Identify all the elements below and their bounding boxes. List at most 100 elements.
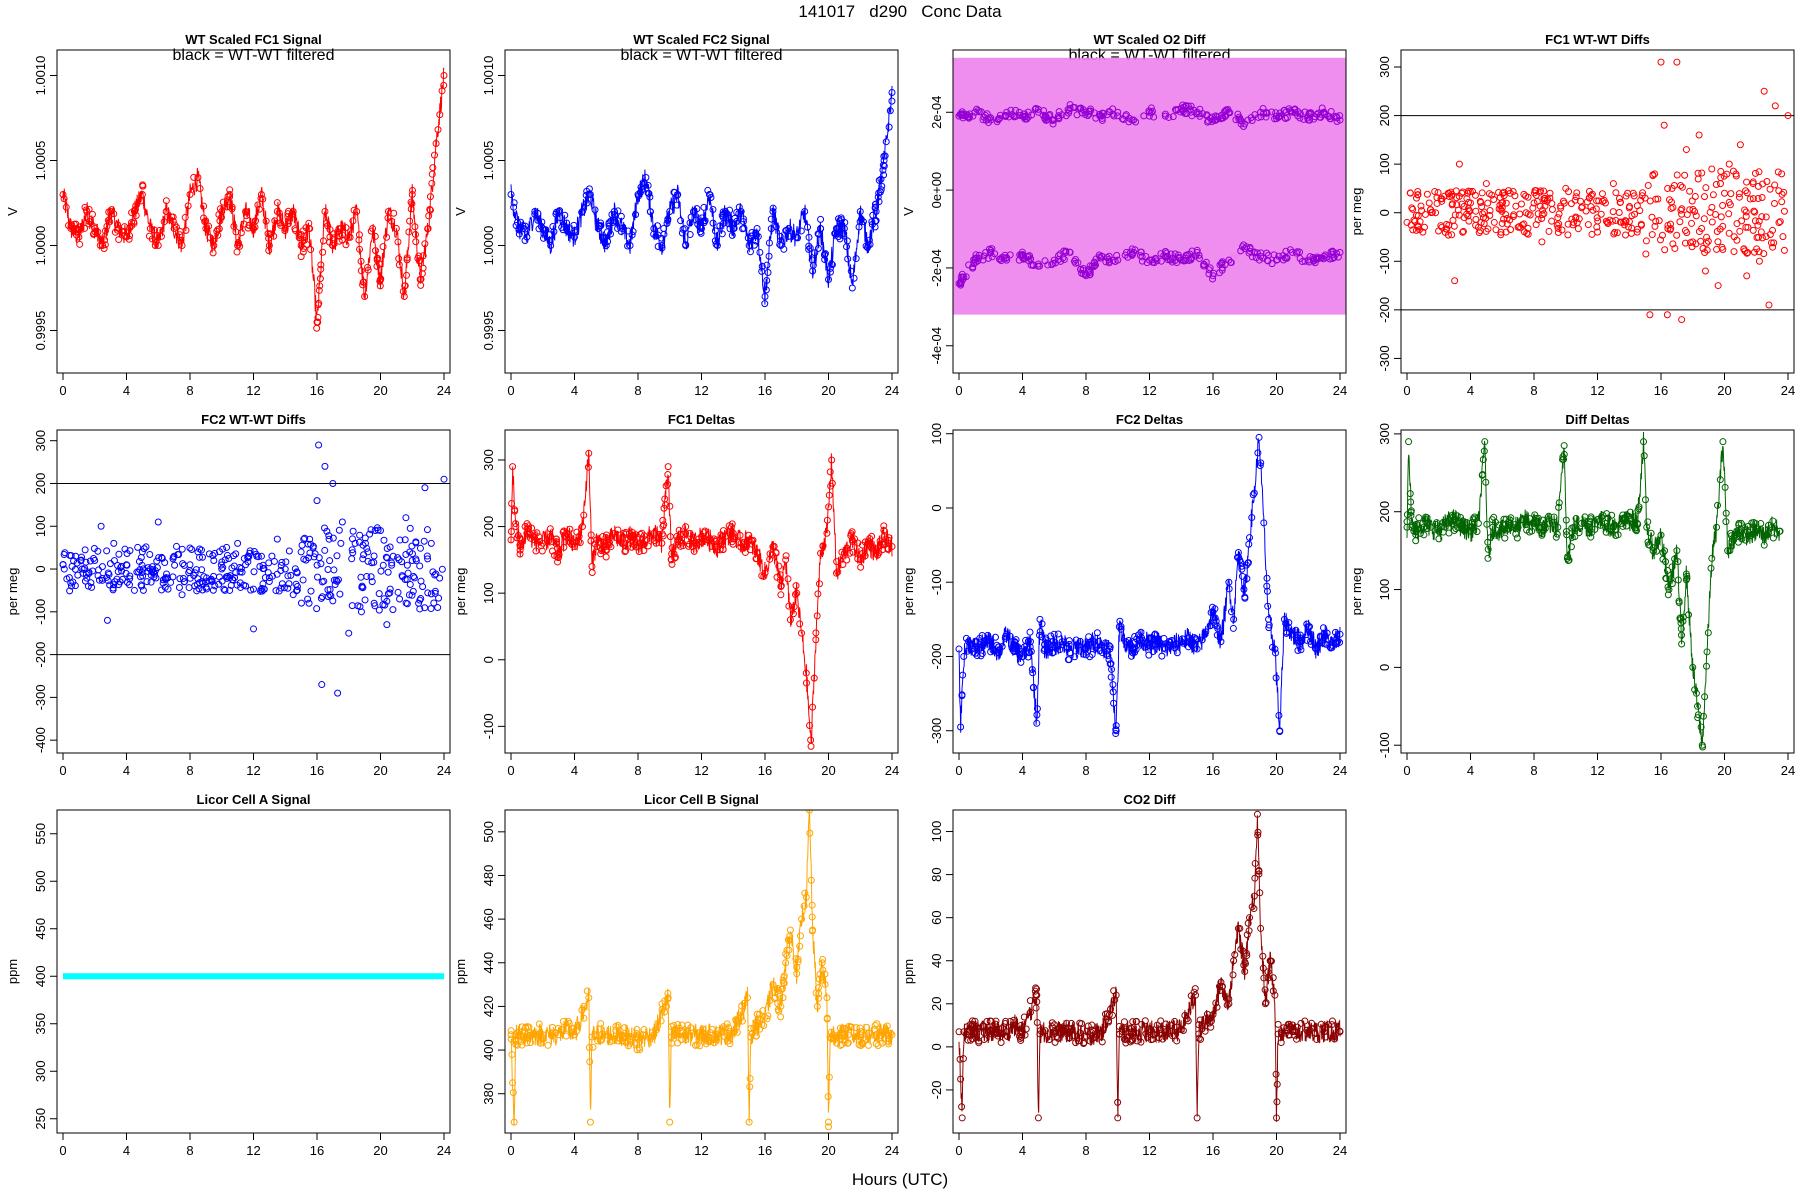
data-point — [1336, 638, 1344, 646]
data-point — [324, 565, 332, 573]
x-tick-label: 24 — [437, 383, 451, 398]
data-point — [98, 574, 106, 582]
data-point — [1724, 547, 1732, 555]
data-point — [1641, 496, 1649, 504]
data-point — [205, 550, 213, 558]
data-point — [523, 1031, 531, 1039]
data-point — [995, 649, 1003, 657]
data-point — [1448, 231, 1456, 239]
x-axis: 0 4 8 12 16 20 24 — [507, 753, 899, 778]
data-point — [1481, 438, 1489, 446]
data-point — [640, 532, 648, 540]
data-point — [324, 586, 332, 594]
data-point — [1608, 511, 1616, 519]
data-point — [1158, 652, 1166, 660]
data-point — [1132, 1017, 1140, 1025]
x-tick-label: 16 — [758, 1143, 772, 1158]
data-point — [1026, 628, 1034, 636]
data-point — [1141, 643, 1149, 651]
data-point — [610, 208, 618, 215]
data-point — [1262, 113, 1270, 121]
data-point — [1771, 181, 1779, 189]
data-point — [536, 1039, 544, 1047]
data-point — [1751, 208, 1759, 216]
data-point — [597, 1020, 605, 1028]
data-point — [1292, 249, 1300, 257]
data-point — [802, 669, 810, 677]
data-point — [284, 220, 292, 228]
data-point — [1016, 1034, 1024, 1042]
data-point — [223, 551, 231, 559]
data-point — [879, 161, 887, 169]
data-point — [1520, 228, 1528, 236]
data-point — [1764, 529, 1772, 537]
x-axis: 0 4 8 12 16 20 24 — [955, 373, 1347, 398]
chart-title: Diff Deltas — [1565, 412, 1629, 427]
data-point — [719, 213, 727, 221]
data-point — [1743, 249, 1751, 257]
data-point — [1777, 0, 1783, 3]
data-point — [512, 1035, 520, 1043]
data-point — [1066, 649, 1074, 657]
data-point — [873, 1020, 881, 1028]
data-point — [1575, 529, 1583, 537]
data-point — [152, 574, 160, 582]
data-point — [1248, 117, 1256, 125]
data-point — [361, 596, 369, 604]
data-point — [1708, 203, 1716, 211]
data-point — [261, 574, 269, 582]
y-tick-label: 0 — [929, 1043, 944, 1050]
data-point — [250, 568, 258, 576]
data-point — [1552, 533, 1560, 541]
data-point — [1065, 637, 1073, 645]
data-point — [554, 558, 562, 566]
data-point — [958, 1103, 966, 1111]
data-point — [553, 538, 561, 546]
data-point — [694, 220, 702, 228]
data-point — [1205, 266, 1213, 274]
data-point — [1754, 182, 1762, 190]
data-point — [1482, 180, 1490, 188]
data-point — [1619, 511, 1627, 519]
data-point — [338, 518, 346, 526]
data-point — [402, 514, 410, 522]
data-point — [629, 228, 637, 236]
data-point — [297, 242, 305, 249]
data-point — [406, 524, 414, 532]
data-point — [1304, 623, 1312, 631]
data-point — [1306, 253, 1314, 261]
data-point — [1458, 200, 1466, 208]
data-point — [806, 244, 814, 252]
data-point — [316, 282, 324, 290]
data-point — [1072, 256, 1080, 264]
data-point — [848, 284, 856, 292]
data-point — [424, 555, 432, 563]
data-point — [110, 581, 118, 589]
data-point — [1234, 924, 1242, 932]
data-point — [1763, 531, 1771, 539]
data-point — [175, 584, 183, 592]
data-point — [1132, 645, 1140, 653]
y-tick-label: 500 — [481, 821, 496, 843]
data-point — [1640, 438, 1648, 446]
data-point — [1543, 197, 1551, 205]
data-point — [563, 1024, 571, 1032]
data-point — [403, 600, 411, 608]
data-point — [1634, 506, 1642, 514]
data-point — [746, 248, 754, 256]
data-point — [415, 252, 423, 260]
data-point — [311, 550, 319, 558]
data-point — [1706, 208, 1714, 216]
data-point — [585, 994, 593, 1002]
data-point — [829, 1031, 837, 1039]
data-point — [670, 1022, 678, 1030]
data-point — [525, 1023, 533, 1031]
data-point — [345, 629, 353, 637]
data-point — [865, 1029, 873, 1037]
data-point — [348, 546, 356, 554]
data-point — [1752, 520, 1760, 528]
data-point — [1454, 206, 1462, 214]
data-point — [790, 603, 798, 611]
data-point — [73, 231, 81, 239]
data-point — [800, 902, 808, 910]
